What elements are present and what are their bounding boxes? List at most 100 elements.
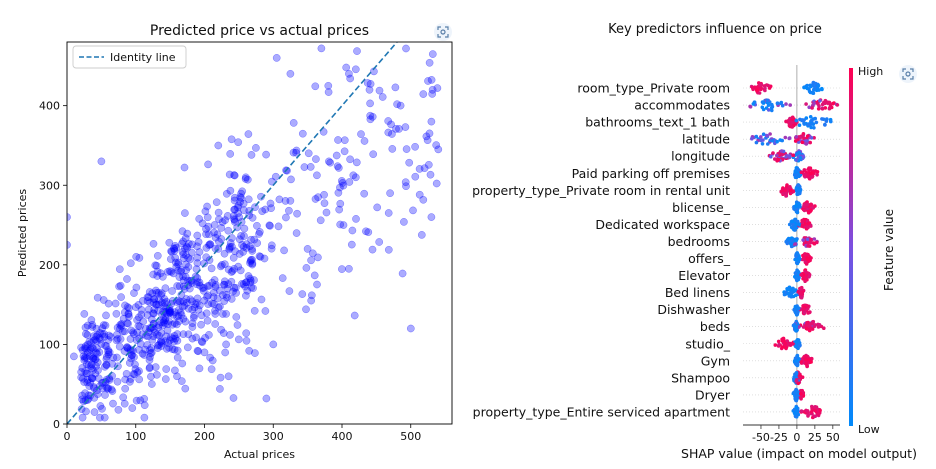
- data-point: [246, 278, 255, 287]
- data-point: [345, 69, 353, 78]
- shap-point: [770, 108, 774, 113]
- shap-point: [806, 225, 810, 230]
- data-point: [131, 303, 140, 312]
- data-point: [135, 345, 143, 354]
- expand-left-chart-button[interactable]: [434, 23, 452, 41]
- data-point: [250, 306, 259, 315]
- data-point: [163, 326, 172, 335]
- data-point: [401, 123, 410, 131]
- data-point: [122, 369, 131, 378]
- shap-point: [815, 173, 819, 177]
- data-point: [292, 146, 301, 155]
- data-point: [250, 276, 258, 284]
- data-point: [231, 283, 240, 292]
- shap-point: [798, 287, 803, 292]
- data-point: [131, 365, 140, 373]
- shap-point: [798, 375, 802, 380]
- data-point: [235, 250, 244, 258]
- data-point: [422, 132, 431, 141]
- shap-point: [794, 398, 799, 403]
- data-point: [213, 230, 222, 239]
- data-point: [116, 324, 124, 333]
- data-point: [373, 203, 382, 212]
- data-point: [280, 246, 288, 255]
- shap-point: [757, 91, 762, 95]
- data-point: [300, 163, 309, 171]
- x-tick-label: 300: [263, 430, 284, 443]
- data-point: [238, 187, 247, 196]
- data-point: [206, 353, 214, 362]
- data-point: [77, 373, 86, 382]
- data-point: [222, 340, 230, 349]
- shap-point: [812, 241, 816, 245]
- data-point: [157, 337, 166, 345]
- data-point: [193, 242, 201, 251]
- expand-right-chart-button[interactable]: [899, 65, 917, 83]
- shap-point: [751, 102, 756, 106]
- data-point: [213, 294, 222, 303]
- data-point: [83, 331, 92, 339]
- shap-point: [768, 132, 772, 136]
- data-point: [83, 348, 92, 357]
- shap-point: [806, 221, 811, 226]
- feature-label: property_type_Entire serviced apartment: [473, 404, 730, 419]
- shap-point: [802, 122, 807, 126]
- data-point: [83, 369, 91, 378]
- data-point: [193, 231, 202, 240]
- shap-point: [775, 139, 779, 144]
- data-point: [168, 345, 177, 354]
- data-point: [104, 384, 113, 393]
- shap-point: [785, 154, 789, 158]
- data-point: [230, 193, 239, 202]
- data-point: [170, 337, 178, 346]
- data-point: [113, 377, 122, 386]
- feature-label: offers_: [688, 251, 731, 266]
- data-point: [102, 360, 111, 369]
- data-point: [232, 313, 241, 321]
- data-point: [364, 228, 373, 237]
- data-point: [106, 333, 115, 341]
- shap-point: [802, 136, 806, 140]
- data-point: [249, 284, 257, 293]
- shap-point: [799, 409, 804, 413]
- data-point: [148, 335, 157, 344]
- data-point: [107, 385, 116, 394]
- data-point: [172, 320, 181, 329]
- data-point: [171, 366, 179, 375]
- data-point: [226, 186, 235, 195]
- data-point: [136, 340, 145, 348]
- shap-point: [781, 191, 785, 196]
- data-point: [174, 266, 182, 275]
- shap-point: [807, 105, 811, 110]
- data-point: [102, 355, 111, 363]
- data-point: [172, 262, 181, 271]
- data-point: [393, 100, 401, 109]
- data-point: [138, 330, 147, 339]
- feature-label: blicense_: [672, 200, 731, 215]
- data-point: [333, 162, 342, 171]
- shap-point: [794, 135, 799, 139]
- data-point: [166, 267, 174, 275]
- data-point: [148, 323, 156, 332]
- data-point: [81, 367, 90, 375]
- data-point: [179, 237, 187, 246]
- data-point: [218, 218, 227, 226]
- data-point: [82, 407, 90, 416]
- data-point: [180, 301, 189, 310]
- colorbar: [849, 68, 853, 426]
- data-point: [199, 286, 208, 295]
- data-point: [256, 252, 265, 261]
- data-point: [302, 264, 311, 272]
- data-point: [289, 148, 298, 157]
- shap-point: [803, 253, 808, 257]
- data-point: [423, 136, 432, 145]
- data-point: [198, 338, 207, 347]
- data-point: [87, 316, 96, 324]
- shap-point: [795, 394, 799, 398]
- data-point: [105, 331, 113, 340]
- feature-label: Gym: [701, 353, 730, 368]
- shap-point: [795, 207, 799, 212]
- data-point: [220, 280, 229, 289]
- shap-point: [799, 170, 804, 174]
- data-point: [218, 261, 226, 269]
